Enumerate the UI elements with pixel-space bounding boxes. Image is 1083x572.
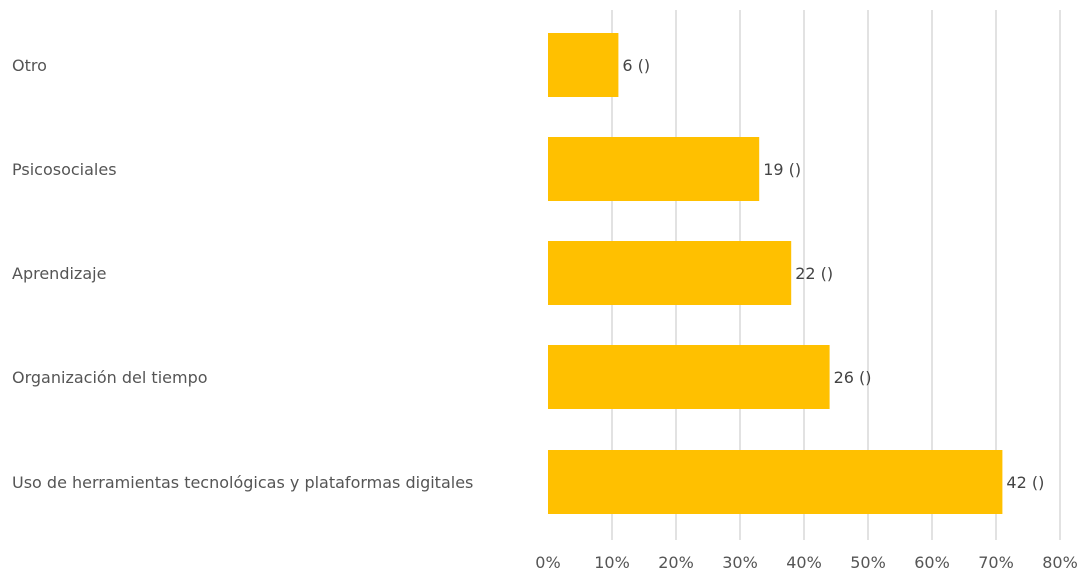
category-label: Aprendizaje	[12, 264, 106, 283]
x-tick-label: 80%	[1042, 553, 1078, 572]
data-label: 42 ()	[1006, 473, 1044, 492]
category-label: Organización del tiempo	[12, 368, 208, 387]
x-tick-label: 40%	[786, 553, 822, 572]
x-tick-label: 70%	[978, 553, 1014, 572]
bars	[548, 33, 1003, 514]
x-tick-label: 10%	[594, 553, 630, 572]
data-label: 6 ()	[622, 56, 650, 75]
x-tick-label: 50%	[850, 553, 886, 572]
x-tick-label: 60%	[914, 553, 950, 572]
labels: 0% 10% 20% 30% 40% 50% 60% 70% 80% Otro 6 () Psicos…	[12, 56, 1078, 572]
category-label: Otro	[12, 56, 47, 75]
bar	[548, 137, 760, 201]
bar	[548, 345, 830, 409]
x-tick-label: 30%	[722, 553, 758, 572]
bar	[548, 33, 619, 97]
bar	[548, 450, 1003, 514]
bar	[548, 241, 792, 305]
category-label: Uso de herramientas tecnológicas y plata…	[12, 473, 473, 492]
data-label: 19 ()	[763, 160, 801, 179]
x-tick-label: 0%	[535, 553, 560, 572]
data-label: 22 ()	[795, 264, 833, 283]
data-label: 26 ()	[834, 368, 872, 387]
category-label: Psicosociales	[12, 160, 117, 179]
x-tick-label: 20%	[658, 553, 694, 572]
